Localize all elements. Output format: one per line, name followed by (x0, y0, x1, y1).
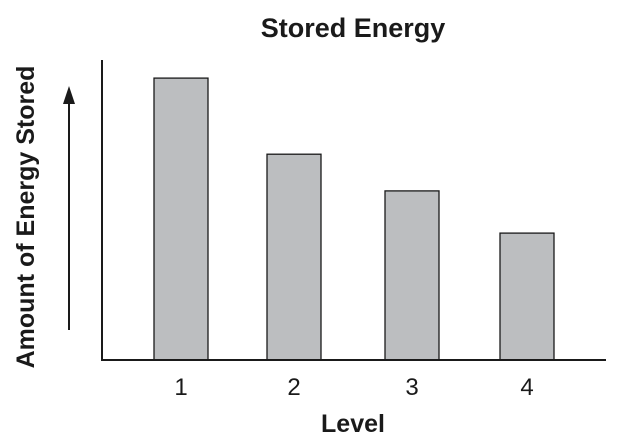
y-axis-label: Amount of Energy Stored (12, 66, 40, 369)
bar-level-4 (499, 232, 555, 361)
x-tick-label-4: 4 (520, 374, 533, 401)
y-axis-arrow-head (63, 86, 75, 104)
bar-level-1 (153, 77, 209, 361)
x-tick-label-3: 3 (405, 374, 418, 401)
bars-group (153, 77, 555, 361)
chart-title: Stored Energy (261, 13, 446, 43)
bar-level-2 (266, 153, 322, 361)
x-tick-label-1: 1 (174, 374, 187, 401)
x-tick-labels-group: 1 2 3 4 (174, 374, 533, 401)
bar-level-3 (384, 190, 440, 361)
x-axis-label: Level (321, 410, 385, 438)
x-tick-label-2: 2 (287, 374, 300, 401)
y-axis-arrow (63, 86, 75, 330)
